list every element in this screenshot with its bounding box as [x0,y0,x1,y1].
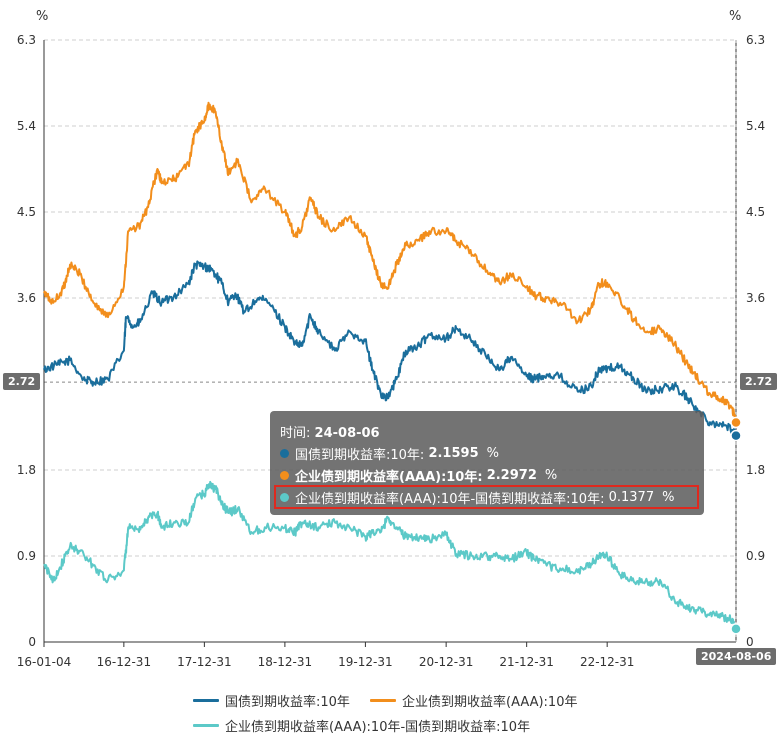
tooltip-row-unit: % [662,490,675,505]
legend-item-corporate[interactable]: 企业债到期收益率(AAA):10年 [370,691,577,710]
y-tick-label: 5.4 [17,119,36,133]
tooltip-row-name: 企业债到期收益率(AAA):10年-国债到期收益率:10年: [295,492,605,507]
y-tick-label: 4.5 [17,205,36,219]
tooltip-row-unit: % [486,446,499,461]
x-tick-label: 17-12-31 [177,655,231,669]
legend-swatch [193,699,219,702]
grid-lines [43,39,737,643]
crosshair-value-left: 2.72 [3,373,41,390]
legend-swatch [193,724,219,727]
x-tick-label: 19-12-31 [338,655,392,669]
tooltip-dot [280,449,289,458]
x-tick-label: 22-12-31 [580,655,634,669]
legend-label: 企业债到期收益率(AAA):10年 [402,695,578,710]
tooltip-dot [280,493,289,502]
series-line-1 [43,260,737,438]
legend-label: 国债到期收益率:10年 [225,695,350,710]
tooltip-row-value: 2.2972 [486,468,537,483]
tooltip-row-name: 国债到期收益率:10年: [295,448,425,463]
x-tick-label: 18-12-31 [258,655,312,669]
x-tick-label: 21-12-31 [499,655,553,669]
tooltip-row-unit: % [544,468,558,483]
tooltip-time: 时间: 24-08-06 [280,422,380,441]
series-line-2 [43,101,737,426]
x-axis: 16-01-04 16-12-31 17-12-31 18-12-31 19-12-31… [17,642,634,669]
crosshair-value-right: 2.72 [740,373,778,390]
tooltip-row-name: 企业债到期收益率(AAA):10年: [295,470,483,485]
series-end-marker-3 [730,623,742,635]
series-end-marker-1 [730,429,742,442]
legend-swatch [370,699,396,702]
tooltip-row-value: 2.1595 [428,446,479,461]
crosshair-date-badge: 2024-08-06 [696,648,777,665]
tooltip-dot [280,471,289,480]
y-tick-label-right: 0.9 [746,549,765,563]
y-unit-right: % [729,9,741,24]
series-end-marker-2 [730,416,742,429]
y-tick-label-right: 5.4 [746,119,765,133]
x-tick-label: 16-01-04 [17,655,71,669]
y-tick-label: 0 [28,635,36,649]
series-end-markers [730,416,742,635]
y-axis-right: 0 0.9 1.8 3.6 4.5 5.4 6.3 [746,33,765,649]
tooltip-row-value: 0.1377 [608,490,655,505]
tooltip-row-spread: 企业债到期收益率(AAA):10年-国债到期收益率:10年: 0.1377% [280,488,674,507]
x-tick-label: 20-12-31 [419,655,473,669]
series-lines [43,101,737,633]
tooltip-time-label: 时间: [280,426,311,441]
series-line-3 [43,480,737,633]
y-tick-label: 1.8 [17,463,36,477]
y-tick-label-right: 0 [746,635,754,649]
y-tick-label: 0.9 [17,549,36,563]
tooltip: 时间: 24-08-06 国债到期收益率:10年: 2.1595% 企业债到期收… [270,411,704,515]
tooltip-time-value: 24-08-06 [314,426,380,441]
y-tick-label: 6.3 [17,33,36,47]
y-axis-left: 0 0.9 1.8 3.6 4.5 5.4 6.3 [17,33,36,649]
legend-label: 企业债到期收益率(AAA):10年-国债到期收益率:10年 [225,720,531,735]
tooltip-row-corporate: 企业债到期收益率(AAA):10年: 2.2972% [280,466,557,485]
y-unit-left: % [36,9,48,24]
legend-item-spread[interactable]: 企业债到期收益率(AAA):10年-国债到期收益率:10年 [193,716,530,735]
y-tick-label-right: 1.8 [746,463,765,477]
tooltip-highlight-box [274,485,699,509]
x-tick-label: 16-12-31 [97,655,151,669]
y-tick-label-right: 6.3 [746,33,765,47]
y-tick-label-right: 3.6 [746,291,765,305]
tooltip-row-treasury: 国债到期收益率:10年: 2.1595% [280,444,499,463]
y-tick-label-right: 4.5 [746,205,765,219]
y-tick-label: 3.6 [17,291,36,305]
legend-item-treasury[interactable]: 国债到期收益率:10年 [193,691,350,710]
